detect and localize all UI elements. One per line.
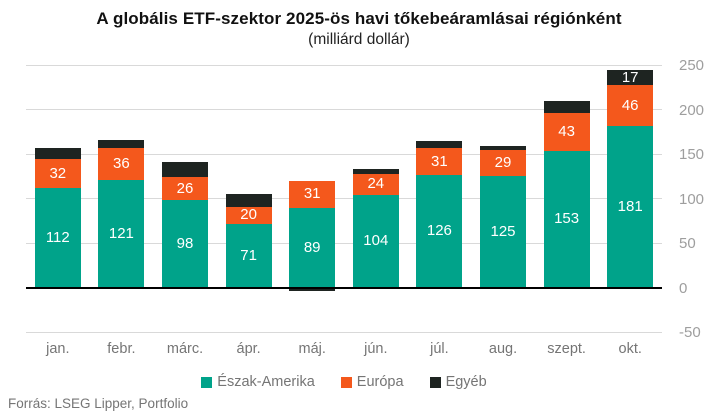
- x-axis-category-label: jún.: [364, 341, 388, 357]
- bar-value-label: 24: [367, 175, 385, 193]
- bar-segment--szak-amerika: 71: [225, 224, 272, 288]
- bar-segment-eur-pa: 31: [289, 180, 336, 209]
- bar-segment-eur-pa: 32: [34, 159, 81, 188]
- x-axis-category-label: febr.: [107, 341, 136, 357]
- gridline: [26, 198, 662, 199]
- legend: Észak-Amerika Európa Egyéb: [26, 374, 662, 390]
- bar-segment--szak-amerika: 112: [34, 187, 81, 288]
- bar-value-label: 31: [303, 185, 321, 203]
- zero-axis-line: [26, 286, 662, 289]
- legend-label: Észak-Amerika: [217, 374, 315, 390]
- bar-segment--szak-amerika: 181: [607, 126, 654, 288]
- chart-subtitle: (milliárd dollár): [308, 31, 410, 48]
- bar-segment-egy-b: [162, 162, 208, 178]
- legend-item--szak-amerika: Észak-Amerika: [201, 374, 315, 390]
- bar-segment-egy-b: [289, 287, 336, 292]
- bar-segment-eur-pa: 20: [225, 206, 272, 225]
- x-axis-category-label: júl.: [430, 341, 449, 357]
- bar-segment-egy-b: [34, 147, 81, 160]
- bar-segment--szak-amerika: 126: [416, 175, 463, 288]
- x-axis-category-label: aug.: [488, 341, 518, 357]
- x-axis-category-label: márc.: [166, 341, 204, 357]
- x-axis-category-label: szept.: [547, 341, 586, 357]
- bar-value-label: 31: [431, 152, 448, 170]
- gridline: [26, 109, 662, 110]
- bar-value-label: 71: [240, 246, 257, 264]
- gridline: [26, 331, 662, 333]
- bar-value-label: 20: [240, 206, 257, 224]
- bar-value-label: 32: [49, 164, 67, 182]
- bar-segment-egy-b: [225, 194, 272, 207]
- bar-segment--szak-amerika: 125: [480, 176, 526, 288]
- bar-segment-egy-b: [480, 145, 526, 151]
- bar-segment-eur-pa: 46: [607, 85, 654, 127]
- bar-value-label: 112: [45, 228, 70, 246]
- bar-segment-egy-b: 17: [607, 68, 654, 86]
- x-axis-category-label: ápr.: [236, 341, 261, 357]
- bar-value-label: 104: [363, 232, 389, 250]
- bar-value-label: 26: [176, 179, 194, 197]
- y-axis-tick-label: 250: [679, 57, 705, 74]
- bar-value-label: 43: [558, 123, 575, 141]
- bar-segment--szak-amerika: 121: [98, 179, 145, 288]
- bar-segment--szak-amerika: 89: [289, 208, 336, 288]
- bar-segment--szak-amerika: 153: [543, 151, 590, 288]
- legend-swatch-icon: [340, 376, 352, 388]
- gridline: [26, 242, 662, 244]
- bar-segment--szak-amerika: 104: [352, 194, 399, 288]
- legend-item-egy-b: Egyéb: [429, 374, 487, 390]
- bar-value-label: 36: [113, 154, 130, 172]
- legend-swatch-icon: [429, 376, 441, 388]
- legend-label: Egyéb: [445, 374, 487, 390]
- bar-segment-eur-pa: 24: [352, 173, 399, 195]
- gridline: [26, 64, 662, 66]
- bar-value-label: 181: [617, 197, 643, 215]
- bar-segment-eur-pa: 31: [416, 147, 463, 176]
- y-axis-tick-label: 100: [679, 190, 705, 208]
- bar-segment-eur-pa: 29: [480, 150, 526, 177]
- y-axis-tick-label: -50: [679, 324, 701, 341]
- x-axis-category-label: okt.: [618, 341, 642, 357]
- legend-swatch-icon: [201, 376, 213, 388]
- y-axis-tick-label: 50: [679, 235, 696, 252]
- bar-value-label: 98: [176, 234, 194, 252]
- bar-segment-eur-pa: 43: [543, 113, 590, 152]
- y-axis-tick-label: 200: [679, 101, 705, 119]
- bar-segment-egy-b: [416, 140, 463, 148]
- x-axis-category-label: máj.: [298, 341, 326, 357]
- y-axis-tick-label: 150: [679, 146, 705, 163]
- legend-label: Európa: [356, 374, 404, 390]
- bar-segment-egy-b: [543, 100, 590, 114]
- bar-value-label: 153: [554, 210, 580, 228]
- source-note: Forrás: LSEG Lipper, Portfolio: [8, 396, 189, 411]
- chart-title: A globális ETF-szektor 2025-ös havi tőke…: [96, 9, 622, 28]
- bar-segment--szak-amerika: 98: [162, 200, 208, 288]
- bar-value-label: 46: [621, 96, 639, 114]
- y-axis-tick-label: 0: [679, 279, 688, 297]
- bar-value-label: 126: [426, 222, 452, 240]
- gridline: [26, 153, 662, 155]
- bar-segment-eur-pa: 26: [162, 177, 208, 201]
- bar-segment-eur-pa: 36: [98, 147, 145, 180]
- bar-value-label: 89: [303, 238, 321, 256]
- bar-segment-egy-b: [98, 139, 145, 148]
- bar-segment-egy-b: [352, 169, 399, 174]
- legend-item-eur-pa: Európa: [340, 374, 404, 390]
- bar-value-label: 17: [621, 68, 639, 86]
- bar-value-label: 125: [490, 222, 516, 240]
- bar-value-label: 29: [494, 154, 512, 172]
- bar-value-label: 121: [108, 224, 134, 242]
- x-axis-category-label: jan.: [46, 341, 70, 357]
